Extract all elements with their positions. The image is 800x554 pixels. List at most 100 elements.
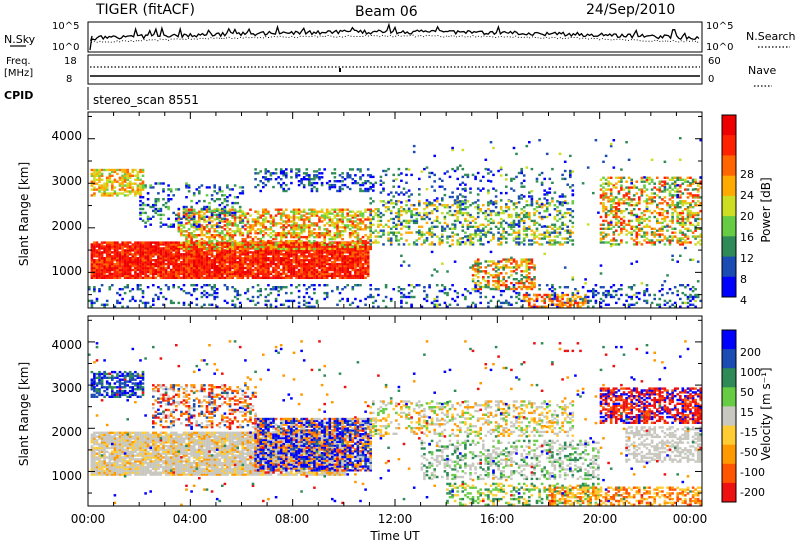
power-cell: [192, 261, 196, 264]
power-cell: [333, 272, 337, 276]
power-cell: [310, 181, 314, 185]
power-cell: [653, 297, 656, 301]
power-cell: [517, 215, 521, 219]
power-cell: [691, 303, 695, 306]
power-cell: [136, 243, 140, 246]
power-cell: [152, 303, 155, 306]
power-cell: [282, 224, 285, 227]
power-cell: [111, 257, 114, 260]
power-cell: [331, 261, 334, 264]
power-cell: [218, 232, 222, 235]
power-cell: [277, 232, 280, 235]
power-cell: [451, 191, 454, 194]
power-cell: [139, 241, 142, 244]
power-cell: [356, 268, 360, 272]
power-cell: [131, 188, 135, 191]
power-cell: [152, 253, 155, 256]
power-cell: [169, 249, 173, 252]
power-cell: [438, 241, 442, 244]
power-cell: [238, 274, 242, 278]
power-cell: [323, 264, 326, 268]
power-cell: [338, 262, 342, 266]
power-cell: [530, 200, 534, 203]
power-cell: [530, 195, 534, 198]
power-cell: [215, 230, 219, 233]
power-cell: [233, 220, 237, 223]
power-cell: [277, 274, 280, 278]
power-cell: [152, 262, 155, 266]
power-cell: [318, 257, 321, 260]
power-cell: [441, 204, 444, 207]
power-cell: [510, 200, 513, 203]
power-cell: [310, 257, 314, 260]
power-cell: [333, 259, 337, 262]
power-cell: [169, 223, 173, 226]
power-cell: [366, 235, 370, 239]
power-cell: [126, 170, 129, 174]
power-cell: [236, 230, 239, 233]
power-cell: [548, 202, 552, 205]
power-cell: [364, 262, 367, 266]
power-cell: [489, 211, 493, 215]
power-cell: [512, 278, 516, 281]
power-cell: [461, 213, 465, 217]
power-cell: [354, 245, 357, 248]
power-cell: [418, 284, 421, 287]
power-cell: [346, 270, 349, 274]
power-cell: [118, 176, 122, 179]
power-cell: [336, 247, 339, 250]
power-cell: [387, 239, 390, 242]
power-cell: [354, 284, 357, 287]
power-cell: [236, 268, 239, 272]
power-cell: [121, 243, 124, 246]
power-cell: [364, 234, 367, 237]
power-cell: [254, 168, 257, 171]
power-cell: [175, 213, 178, 217]
power-cell: [333, 237, 337, 241]
power-cell: [558, 225, 562, 228]
power-cell: [474, 206, 477, 209]
power-cell: [272, 274, 275, 278]
power-cell: [336, 272, 339, 276]
power-cell: [551, 243, 554, 246]
power-cell: [256, 251, 260, 254]
power-cell: [134, 190, 137, 193]
power-cell: [290, 272, 293, 276]
power-cell: [190, 223, 193, 226]
power-cell: [136, 178, 140, 181]
power-cell: [177, 243, 181, 247]
power-cell: [287, 276, 291, 279]
power-cell: [93, 274, 96, 278]
power-cell: [315, 299, 319, 303]
power-cell: [476, 229, 480, 232]
power-cell: [290, 291, 293, 295]
power-cell: [558, 286, 562, 289]
power-cell: [90, 262, 94, 266]
power-cell: [361, 235, 365, 239]
power-cell: [369, 175, 372, 179]
power-cell: [374, 213, 378, 217]
power-cell: [223, 243, 227, 247]
power-cell: [157, 274, 160, 278]
power-cell: [277, 249, 280, 252]
power-cell: [159, 268, 163, 272]
power-cell: [221, 257, 224, 260]
power-cell: [100, 188, 104, 191]
power-cell: [430, 211, 434, 215]
power-cell: [331, 264, 334, 268]
power-cell: [474, 303, 477, 306]
power-cell: [487, 279, 490, 283]
power-cell: [285, 226, 288, 229]
power-cell: [282, 241, 285, 245]
power-cell: [499, 208, 503, 211]
power-cell: [292, 247, 296, 251]
power-cell: [269, 291, 273, 295]
power-cell: [482, 175, 485, 179]
power-cell: [489, 287, 493, 291]
power-cell: [203, 270, 206, 274]
power-cell: [522, 225, 526, 228]
power-cell: [410, 193, 413, 196]
power-cell: [469, 235, 472, 238]
power-cell: [533, 211, 536, 215]
power-cell: [333, 168, 337, 171]
